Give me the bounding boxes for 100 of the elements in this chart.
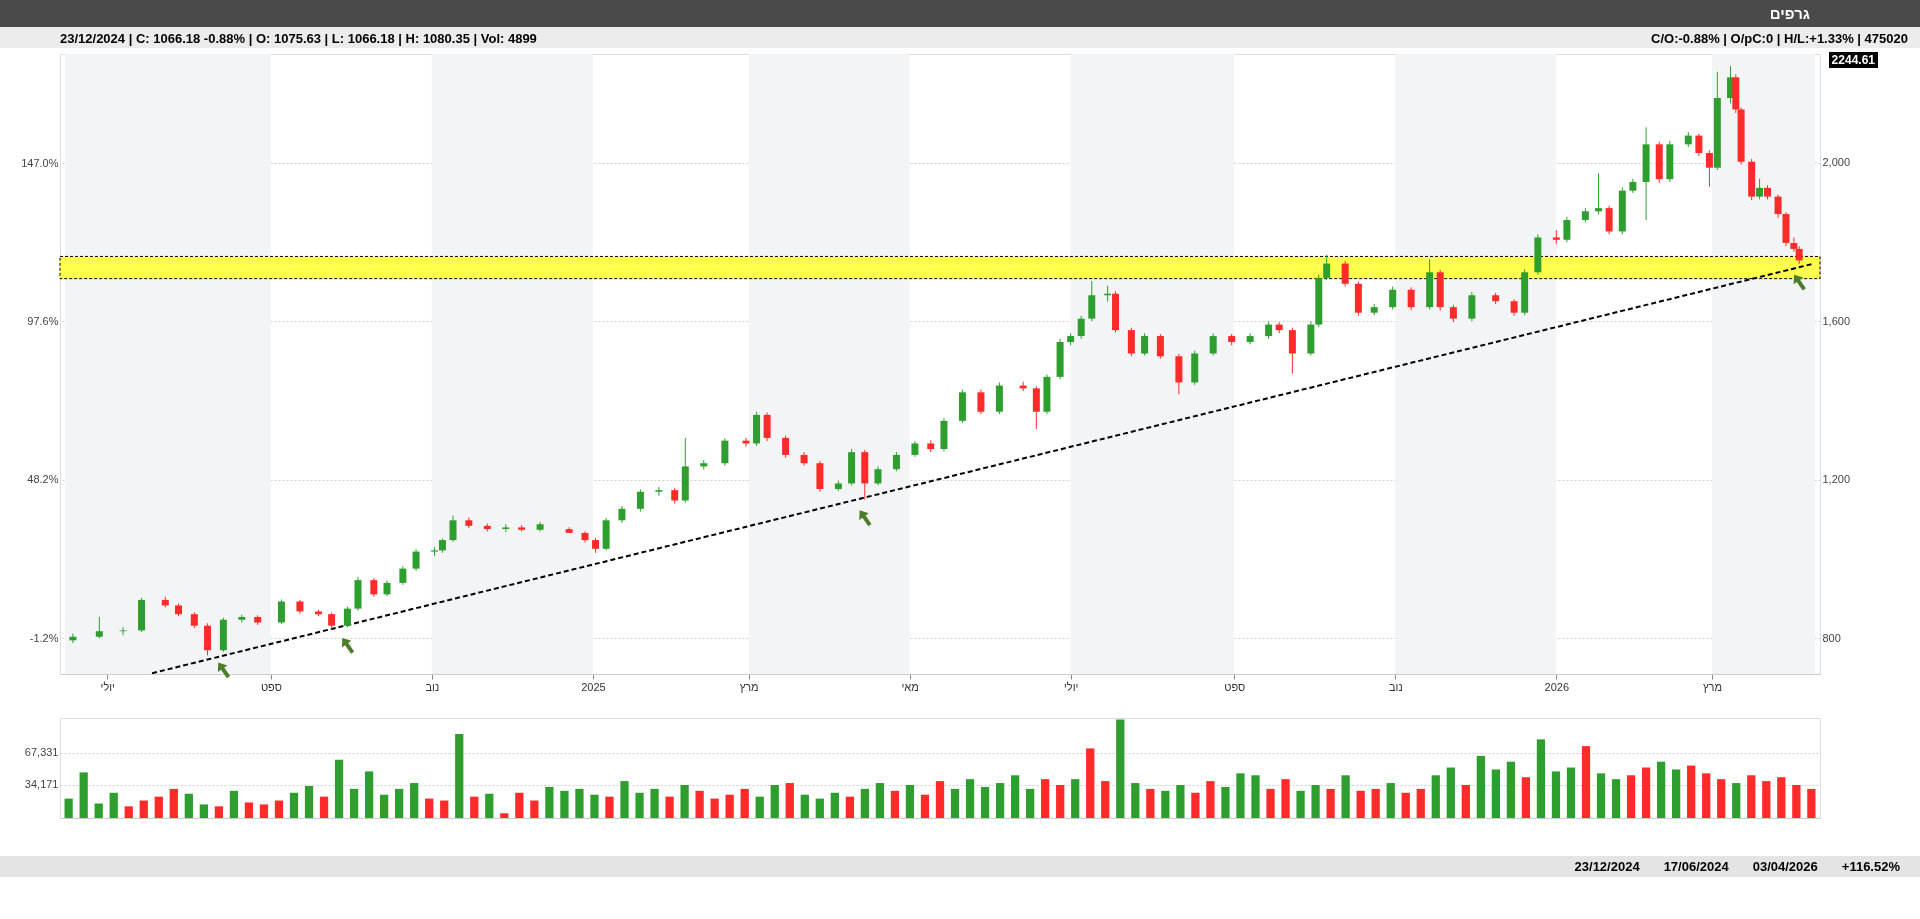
candlestick (636, 488, 644, 513)
bar (1010, 775, 1020, 818)
y-tick-label: 2,000 (1822, 156, 1851, 169)
chart-title: גרפים (0, 0, 1920, 27)
bar (1626, 775, 1636, 818)
bar (154, 796, 163, 818)
bar (1176, 784, 1185, 818)
candlestick (655, 486, 663, 497)
bar (905, 784, 915, 818)
bar (890, 790, 900, 818)
bar (425, 798, 434, 818)
candlestick (1563, 216, 1571, 243)
bar (1657, 761, 1666, 818)
candlestick (1209, 332, 1217, 356)
bar (530, 800, 539, 818)
bar (229, 790, 239, 818)
bar (1476, 755, 1485, 818)
x-tick-label: מרץ (1703, 680, 1723, 693)
bar (1702, 773, 1711, 818)
bar (1266, 788, 1275, 818)
bar (1491, 769, 1500, 818)
bar (334, 759, 344, 818)
bar (635, 792, 644, 818)
candlestick (782, 435, 790, 459)
bar (725, 794, 734, 818)
bar (680, 784, 689, 818)
bar (605, 796, 614, 818)
candlestick (370, 577, 378, 598)
bar (860, 788, 870, 818)
bar (214, 806, 223, 818)
bar (1506, 761, 1516, 818)
bar (1386, 783, 1395, 818)
bar (1762, 781, 1771, 818)
bar (1101, 781, 1110, 818)
y2-tick-label: 48.2% (27, 473, 59, 486)
bar (1596, 773, 1606, 818)
candlestick (892, 451, 900, 472)
bar (259, 804, 269, 818)
candlestick (1389, 286, 1397, 311)
bar (169, 788, 178, 818)
bar (349, 788, 359, 818)
bar (1792, 784, 1801, 818)
bar (380, 794, 389, 818)
bar (1641, 767, 1651, 818)
candlestick (1141, 332, 1149, 356)
bar (590, 794, 599, 818)
x-tick-label: מאי (901, 680, 919, 693)
bar (1536, 739, 1546, 818)
bar (1401, 792, 1410, 818)
bar (1281, 779, 1290, 818)
y-tick-label: 34,171 (24, 778, 59, 791)
candlestick (721, 437, 729, 467)
bar (455, 734, 464, 818)
bar (139, 800, 148, 818)
candlestick (1127, 327, 1135, 357)
text: C/O:-0.88% | O/pC:0 | H/L:+1.33% | 475020 (1651, 31, 1908, 46)
bar (1687, 765, 1696, 818)
bar (800, 794, 809, 818)
candlestick (1156, 333, 1164, 360)
bar (1807, 788, 1816, 818)
bar (1371, 788, 1380, 818)
bar (1551, 771, 1561, 818)
y2-tick-label: 147.0% (21, 156, 59, 169)
candlestick (277, 599, 285, 625)
bar (274, 800, 284, 818)
bar (935, 781, 945, 818)
bar (1161, 790, 1170, 818)
x-tick-label: ספט (260, 680, 282, 693)
bar (1146, 788, 1155, 818)
bar (1416, 788, 1425, 818)
x-tick-label: 2025 (581, 680, 606, 693)
bar (965, 779, 975, 818)
bar (950, 788, 960, 818)
y2-tick-label: 97.6% (27, 315, 59, 327)
bar (575, 788, 584, 818)
bar (1747, 775, 1756, 818)
bar (1251, 775, 1260, 818)
bar (94, 803, 103, 818)
bar (470, 796, 479, 818)
candlestick (1323, 254, 1331, 281)
bar (1521, 777, 1531, 818)
candlestick (399, 565, 407, 586)
bar (1236, 773, 1245, 818)
text: 23/12/2024 (1574, 859, 1640, 874)
y-tick-label: 67,331 (24, 746, 59, 759)
bar (560, 790, 569, 818)
candlestick (1246, 332, 1254, 345)
candlestick (1341, 260, 1349, 288)
bar (620, 781, 629, 818)
candlestick (763, 412, 771, 442)
bar (875, 783, 885, 818)
bar (1116, 719, 1125, 818)
bar (304, 785, 314, 818)
text: 2244.61 (1828, 52, 1878, 68)
candlestick (1088, 280, 1096, 322)
bar (500, 813, 509, 818)
bar (1221, 786, 1230, 818)
bar (1071, 779, 1080, 818)
candlestick (412, 548, 420, 572)
bar (1717, 779, 1726, 818)
